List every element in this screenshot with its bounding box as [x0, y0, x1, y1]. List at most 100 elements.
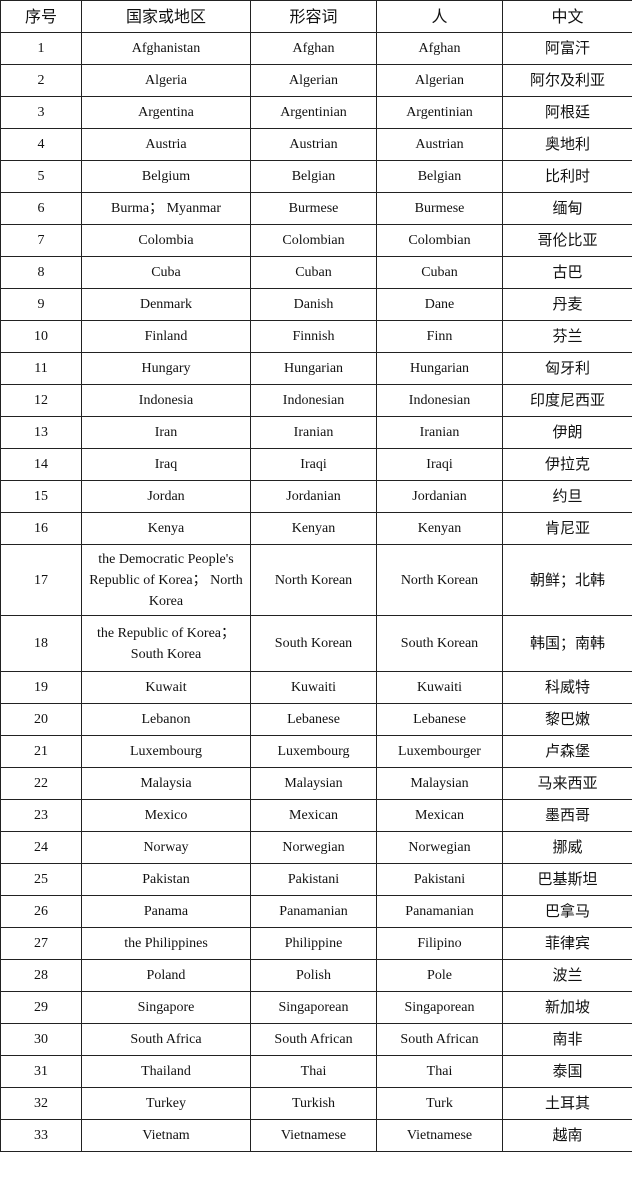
table-row: 3 Argentina Argentinian Argentinian 阿根廷 [0, 96, 632, 129]
adjective-cell: Austrian [250, 128, 377, 161]
adjective-cell: Polish [250, 959, 377, 992]
country-cell: Indonesia [81, 384, 251, 417]
adjective-cell: Burmese [250, 192, 377, 225]
table-row: 20 Lebanon Lebanese Lebanese 黎巴嫩 [0, 703, 632, 736]
index-cell: 23 [0, 799, 82, 832]
country-cell: Denmark [81, 288, 251, 321]
adjective-cell: Jordanian [250, 480, 377, 513]
adjective-cell: Philippine [250, 927, 377, 960]
country-cell: Mexico [81, 799, 251, 832]
table-row: 29 Singapore Singaporean Singaporean 新加坡 [0, 991, 632, 1024]
adjective-cell: Pakistani [250, 863, 377, 896]
country-cell: Panama [81, 895, 251, 928]
adjective-cell: Panamanian [250, 895, 377, 928]
country-cell: Turkey [81, 1087, 251, 1120]
adjective-cell: South African [250, 1023, 377, 1056]
country-cell: Cuba [81, 256, 251, 289]
header-chinese: 中文 [502, 0, 632, 33]
person-cell: South African [376, 1023, 503, 1056]
header-adjective: 形容词 [250, 0, 377, 33]
person-cell: Jordanian [376, 480, 503, 513]
table-row: 19 Kuwait Kuwaiti Kuwaiti 科威特 [0, 671, 632, 704]
chinese-cell: 巴基斯坦 [502, 863, 632, 896]
header-country: 国家或地区 [81, 0, 251, 33]
country-cell: Kenya [81, 512, 251, 545]
index-cell: 29 [0, 991, 82, 1024]
person-cell: Finn [376, 320, 503, 353]
adjective-cell: Vietnamese [250, 1119, 377, 1152]
table-row: 4 Austria Austrian Austrian 奥地利 [0, 128, 632, 161]
index-cell: 20 [0, 703, 82, 736]
person-cell: Kuwaiti [376, 671, 503, 704]
adjective-cell: Algerian [250, 64, 377, 97]
adjective-cell: Luxembourg [250, 735, 377, 768]
table-row: 30 South Africa South African South African… [0, 1023, 632, 1056]
table-row: 27 the Philippines Philippine Filipino 菲律宾 [0, 927, 632, 960]
adjective-cell: Malaysian [250, 767, 377, 800]
chinese-cell: 伊朗 [502, 416, 632, 449]
country-cell: Poland [81, 959, 251, 992]
table-row: 17 the Democratic People's Republic of Ko… [0, 544, 632, 616]
country-cell: Algeria [81, 64, 251, 97]
table-row: 1 Afghanistan Afghan Afghan 阿富汗 [0, 32, 632, 65]
person-cell: Dane [376, 288, 503, 321]
person-cell: Panamanian [376, 895, 503, 928]
person-cell: Kenyan [376, 512, 503, 545]
country-cell: Iraq [81, 448, 251, 481]
adjective-cell: Turkish [250, 1087, 377, 1120]
country-cell: Colombia [81, 224, 251, 257]
chinese-cell: 土耳其 [502, 1087, 632, 1120]
person-cell: Colombian [376, 224, 503, 257]
country-cell: the Democratic People's Republic of Kore… [81, 544, 251, 616]
index-cell: 7 [0, 224, 82, 257]
adjective-cell: South Korean [250, 615, 377, 672]
index-cell: 26 [0, 895, 82, 928]
person-cell: Algerian [376, 64, 503, 97]
person-cell: Pole [376, 959, 503, 992]
chinese-cell: 新加坡 [502, 991, 632, 1024]
adjective-cell: Iranian [250, 416, 377, 449]
index-cell: 17 [0, 544, 82, 616]
index-cell: 28 [0, 959, 82, 992]
person-cell: Singaporean [376, 991, 503, 1024]
table-row: 33 Vietnam Vietnamese Vietnamese 越南 [0, 1119, 632, 1152]
index-cell: 14 [0, 448, 82, 481]
country-cell: Singapore [81, 991, 251, 1024]
country-cell: Austria [81, 128, 251, 161]
table-row: 16 Kenya Kenyan Kenyan 肯尼亚 [0, 512, 632, 545]
chinese-cell: 约旦 [502, 480, 632, 513]
table-row: 23 Mexico Mexican Mexican 墨西哥 [0, 799, 632, 832]
index-cell: 19 [0, 671, 82, 704]
chinese-cell: 阿根廷 [502, 96, 632, 129]
chinese-cell: 伊拉克 [502, 448, 632, 481]
table-row: 9 Denmark Danish Dane 丹麦 [0, 288, 632, 321]
country-cell: Jordan [81, 480, 251, 513]
adjective-cell: Afghan [250, 32, 377, 65]
chinese-cell: 丹麦 [502, 288, 632, 321]
chinese-cell: 古巴 [502, 256, 632, 289]
index-cell: 21 [0, 735, 82, 768]
table-row: 32 Turkey Turkish Turk 土耳其 [0, 1087, 632, 1120]
person-cell: Turk [376, 1087, 503, 1120]
index-cell: 18 [0, 615, 82, 672]
adjective-cell: Singaporean [250, 991, 377, 1024]
table-row: 12 Indonesia Indonesian Indonesian 印度尼西亚 [0, 384, 632, 417]
country-cell: Lebanon [81, 703, 251, 736]
adjective-cell: Danish [250, 288, 377, 321]
index-cell: 22 [0, 767, 82, 800]
country-cell: Afghanistan [81, 32, 251, 65]
index-cell: 3 [0, 96, 82, 129]
table-row: 31 Thailand Thai Thai 泰国 [0, 1055, 632, 1088]
adjective-cell: Thai [250, 1055, 377, 1088]
chinese-cell: 奥地利 [502, 128, 632, 161]
table-row: 5 Belgium Belgian Belgian 比利时 [0, 160, 632, 193]
header-row: 序号 国家或地区 形容词 人 中文 [0, 0, 632, 33]
adjective-cell: Belgian [250, 160, 377, 193]
person-cell: Luxembourger [376, 735, 503, 768]
person-cell: Iranian [376, 416, 503, 449]
adjective-cell: North Korean [250, 544, 377, 616]
chinese-cell: 越南 [502, 1119, 632, 1152]
index-cell: 32 [0, 1087, 82, 1120]
adjective-cell: Hungarian [250, 352, 377, 385]
index-cell: 8 [0, 256, 82, 289]
